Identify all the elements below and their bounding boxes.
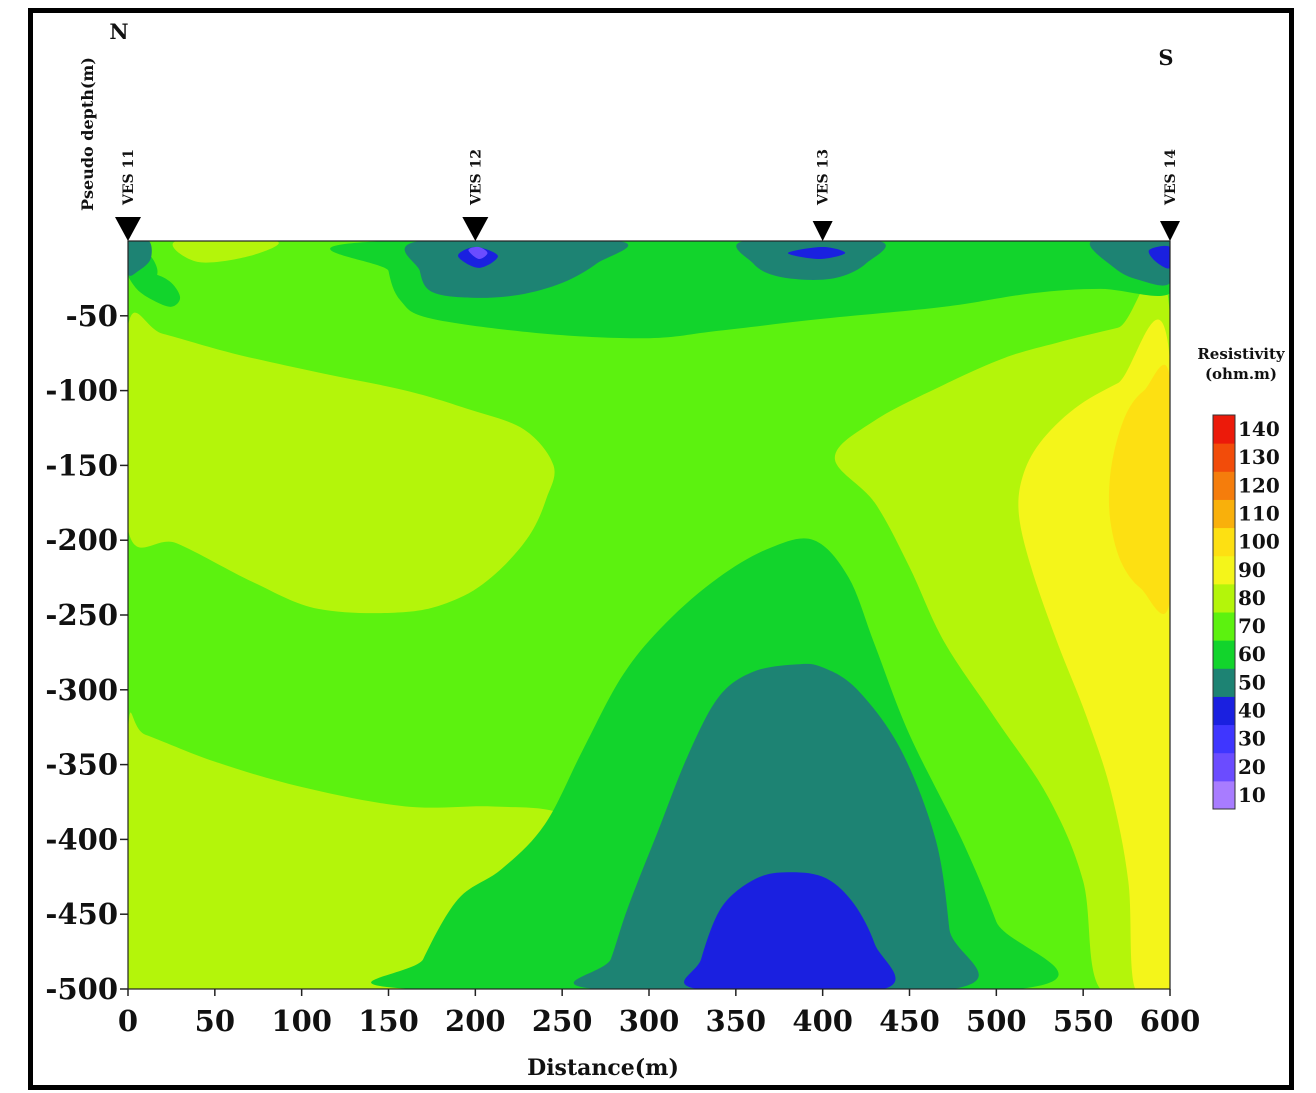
x-tick-label: 150: [358, 1004, 419, 1038]
colorbar-label: 30: [1238, 727, 1266, 751]
y-axis-label: Pseudo depth(m): [78, 57, 97, 211]
station-label: VES 14: [1163, 149, 1179, 206]
colorbar-swatch: [1213, 668, 1235, 697]
y-tick-label: -100: [45, 374, 118, 408]
contour-region-50: [128, 241, 152, 276]
colorbar-label: 130: [1238, 445, 1280, 469]
station-label: VES 11: [121, 149, 137, 206]
contour-region-80: [128, 312, 555, 614]
x-tick-label: 600: [1140, 1004, 1201, 1038]
x-tick-label: 250: [532, 1004, 593, 1038]
contour-region-40: [1148, 245, 1170, 269]
y-tick-label: -450: [45, 897, 118, 931]
x-tick-label: 300: [619, 1004, 680, 1038]
north-label: N: [109, 19, 128, 44]
station-label: VES 13: [816, 149, 832, 206]
x-tick-label: 550: [1053, 1004, 1114, 1038]
x-tick-label: 100: [271, 1004, 332, 1038]
colorbar-swatch: [1213, 527, 1235, 557]
colorbar-swatch: [1213, 640, 1235, 669]
station-marker: [812, 221, 833, 241]
colorbar-swatch: [1213, 415, 1235, 444]
colorbar-label: 40: [1238, 699, 1266, 723]
resistivity-contour-chart: -50-100-150-200-250-300-350-400-450-500 …: [45, 19, 1286, 1081]
contour-region-40: [787, 247, 846, 259]
y-tick-label: -200: [45, 523, 118, 557]
station-marker: [115, 217, 141, 241]
x-tick-label: 50: [195, 1004, 235, 1038]
colorbar-label: 60: [1238, 642, 1266, 666]
contour-region-100: [1108, 364, 1170, 614]
colorbar-border: [1212, 414, 1236, 810]
x-axis-label: Distance(m): [527, 1055, 679, 1081]
y-tick-label: -150: [45, 448, 118, 482]
contour-region-60: [128, 270, 181, 307]
colorbar-swatch: [1213, 443, 1235, 472]
contour-region-20: [468, 246, 488, 260]
colorbar-label: 140: [1238, 417, 1280, 441]
x-tick-label: 350: [706, 1004, 767, 1038]
colorbar-label: 120: [1238, 473, 1280, 497]
contour-region-80: [172, 241, 279, 263]
contour-region-50: [574, 663, 979, 989]
y-tick-label: -300: [45, 673, 118, 707]
colorbar-label: 50: [1238, 670, 1266, 694]
colorbar-label: 110: [1238, 502, 1280, 526]
station-label: VES 12: [468, 149, 484, 206]
colorbar-swatch: [1213, 780, 1235, 810]
contour-region-40: [684, 872, 896, 989]
contour-region-50: [736, 241, 886, 280]
y-tick-label: -350: [45, 748, 118, 782]
colorbar-label: 20: [1238, 755, 1266, 779]
y-axis-ticks: -50 -100 -150 -200 -250 -300 -350 -400 -450 -500: [45, 299, 128, 1006]
contour-plot-area: [128, 241, 1170, 989]
ves-stations: VES 11 VES 12 VES 13 VES 14: [115, 149, 1180, 241]
colorbar-label: 100: [1238, 530, 1280, 554]
y-tick-label: -250: [45, 598, 118, 632]
colorbar-swatch: [1213, 499, 1235, 529]
colorbar-swatch: [1213, 555, 1235, 585]
colorbar-unit: (ohm.m): [1205, 365, 1277, 383]
x-tick-label: 400: [792, 1004, 853, 1038]
colorbar-swatch: [1213, 583, 1235, 613]
colorbar-swatch: [1213, 612, 1235, 641]
y-tick-label: -500: [45, 972, 118, 1006]
y-tick-label: -400: [45, 822, 118, 856]
figure-frame: -50 -100 -150 -200 -250 -300 -350 -400 -450 -500 …: [28, 8, 1294, 1090]
colorbar-swatch: [1213, 696, 1235, 726]
colorbar-label: 10: [1238, 783, 1266, 807]
station-marker: [1160, 221, 1180, 241]
x-axis-ticks: 0 50 100 150 200 250 300 350 400 450 500 550 600: [118, 989, 1200, 1038]
colorbar-label: 80: [1238, 586, 1266, 610]
x-tick-label: 500: [966, 1004, 1027, 1038]
x-tick-label: 200: [445, 1004, 506, 1038]
colorbar-swatch: [1213, 724, 1235, 754]
colorbar-title: Resistivity: [1197, 345, 1286, 363]
colorbar-label: 90: [1238, 558, 1266, 582]
x-tick-label: 450: [879, 1004, 940, 1038]
south-label: S: [1158, 45, 1173, 70]
colorbar-swatch: [1213, 752, 1235, 782]
colorbar-swatch: [1213, 471, 1235, 500]
y-tick-label: -50: [66, 299, 118, 333]
station-marker: [462, 217, 489, 241]
colorbar-label: 70: [1238, 614, 1266, 638]
x-tick-label: 0: [118, 1004, 138, 1038]
resistivity-colorbar: 10 20 30 40 50 60 70 80 90 100 110 120 130 140: [1212, 414, 1280, 810]
